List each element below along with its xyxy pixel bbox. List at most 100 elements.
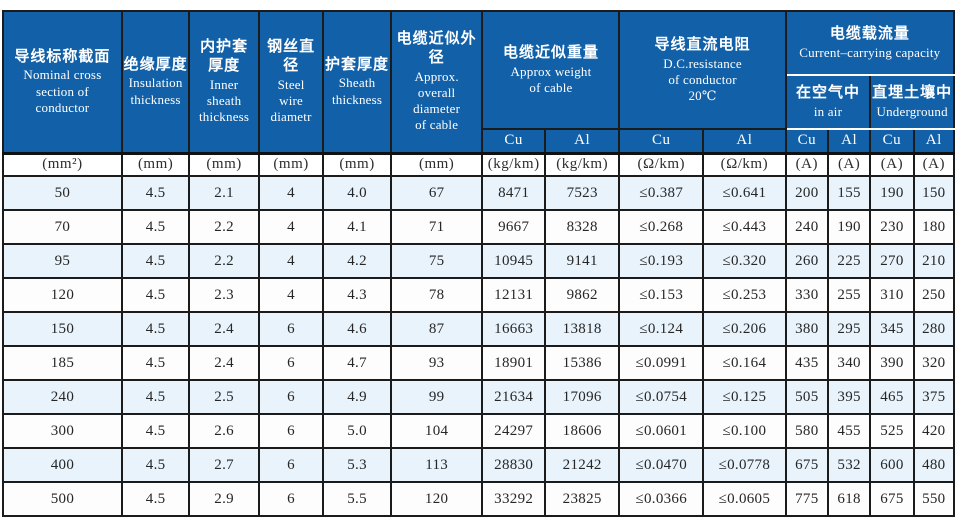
table-row: 70 4.5 2.2 4 4.1 71 9667 8328 ≤0.268 ≤0.443 240 190… <box>2 209 956 245</box>
data-cell: 6 <box>257 413 325 449</box>
data-cell: 71 <box>389 209 484 245</box>
header-en-label: Insulation thickness <box>128 75 183 107</box>
data-cell: 225 <box>826 243 872 279</box>
data-cell: 618 <box>826 481 872 517</box>
data-cell: ≤0.153 <box>618 277 705 313</box>
header-en-label: Approx. overall diameter of cable <box>413 68 461 133</box>
data-cell: 4.5 <box>120 447 191 483</box>
header-nominal-cross-section: 导线标称截面 Nominal cross section of conducto… <box>2 10 123 154</box>
data-cell: 2.7 <box>188 447 260 483</box>
data-cell: 24297 <box>481 413 546 449</box>
header-underground-al: Al <box>912 128 956 154</box>
data-cell: 18606 <box>543 413 621 449</box>
data-cell: 2.5 <box>188 379 260 415</box>
header-sheath-thickness: 护套厚度 Sheath thickness <box>322 10 392 154</box>
header-in-air: 在空气中 in air <box>784 74 872 130</box>
data-cell: 4 <box>257 209 325 245</box>
unit-cell: (mm²) <box>2 151 123 177</box>
header-resistance-al: Al <box>702 128 787 154</box>
data-cell: 375 <box>912 379 956 415</box>
data-cell: 120 <box>2 277 123 313</box>
header-weight-al: Al <box>543 128 621 154</box>
data-cell: 580 <box>784 413 829 449</box>
header-en-label: Steel wire diametr <box>270 76 312 125</box>
data-cell: 600 <box>869 447 915 483</box>
header-air-cu: Cu <box>784 128 829 154</box>
unit-cell: (mm) <box>120 151 191 177</box>
data-cell: ≤0.641 <box>702 175 787 211</box>
data-cell: 675 <box>869 481 915 517</box>
data-cell: 16663 <box>481 311 546 347</box>
data-cell: 5.0 <box>322 413 392 449</box>
data-cell: 6 <box>257 345 325 381</box>
data-cell: 21242 <box>543 447 621 483</box>
data-cell: 230 <box>869 209 915 245</box>
table-body: 50 4.5 2.1 4 4.0 67 8471 7523 ≤0.387 ≤0.641 200 155… <box>2 175 956 517</box>
header-zh-label: 护套厚度 <box>325 56 390 73</box>
table-row: 240 4.5 2.5 6 4.9 99 21634 17096 ≤0.0754 ≤0.125 50… <box>2 379 956 415</box>
header-en-label: in air <box>813 103 843 119</box>
data-cell: 4.9 <box>322 379 392 415</box>
data-cell: 120 <box>389 481 484 517</box>
data-cell: 300 <box>2 413 123 449</box>
header-en-label: D.C.resistance of conductor 20℃ <box>663 55 742 104</box>
data-cell: 87 <box>389 311 484 347</box>
data-cell: 500 <box>2 481 123 517</box>
unit-cell: (Ω/km) <box>702 151 787 177</box>
data-cell: 4.5 <box>120 379 191 415</box>
header-current-carrying-capacity: 电缆载流量 Current–carrying capacity <box>784 10 956 76</box>
data-cell: 190 <box>869 175 915 211</box>
data-cell: 18901 <box>481 345 546 381</box>
data-cell: 4.5 <box>120 209 191 245</box>
unit-cell: (mm) <box>188 151 260 177</box>
data-cell: 340 <box>826 345 872 381</box>
header-zh-label: 在空气中 <box>795 85 860 101</box>
header-en-label: Current–carrying capacity <box>799 44 941 60</box>
data-cell: 67 <box>389 175 484 211</box>
unit-cell: (Ω/km) <box>618 151 705 177</box>
cable-spec-table: 导线标称截面 Nominal cross section of conducto… <box>2 10 956 517</box>
data-cell: 4.5 <box>120 481 191 517</box>
header-zh-label: 导线直流电阻 <box>654 36 751 53</box>
data-cell: 2.4 <box>188 311 260 347</box>
unit-cell: (A) <box>869 151 915 177</box>
header-zh-label: 直埋土壤中 <box>872 85 953 101</box>
data-cell: 10945 <box>481 243 546 279</box>
data-cell: 9862 <box>543 277 621 313</box>
data-cell: 2.2 <box>188 209 260 245</box>
data-cell: 675 <box>784 447 829 483</box>
data-cell: 320 <box>912 345 956 381</box>
header-en-label: Nominal cross section of conductor <box>23 67 102 115</box>
data-cell: 2.9 <box>188 481 260 517</box>
header-zh-label: 电缆近似重量 <box>502 44 599 61</box>
header-weight-cu: Cu <box>481 128 546 154</box>
units-row-group: (mm²) (mm) (mm) (mm) (mm) (mm) (kg/km) (kg/km)(… <box>2 151 956 177</box>
data-cell: 155 <box>826 175 872 211</box>
data-cell: ≤0.0778 <box>702 447 787 483</box>
data-cell: 4 <box>257 175 325 211</box>
header-approx-weight: 电缆近似重量 Approx weight of cable <box>481 10 621 130</box>
data-cell: 200 <box>784 175 829 211</box>
data-cell: 775 <box>784 481 829 517</box>
header-zh-label: 电缆近似外径 <box>396 31 477 66</box>
data-cell: 93 <box>389 345 484 381</box>
table-row: 50 4.5 2.1 4 4.0 67 8471 7523 ≤0.387 ≤0.641 200 155… <box>2 175 956 211</box>
data-cell: 280 <box>912 311 956 347</box>
data-cell: ≤0.268 <box>618 209 705 245</box>
table-row: 300 4.5 2.6 6 5.0 104 24297 18606 ≤0.0601 ≤0.100 5… <box>2 413 956 449</box>
header-en-label: Underground <box>876 103 948 119</box>
data-cell: 210 <box>912 243 956 279</box>
data-cell: 260 <box>784 243 829 279</box>
data-cell: 395 <box>826 379 872 415</box>
header-steel-wire-diameter: 钢丝直径 Steel wire diametr <box>257 10 325 154</box>
data-cell: 550 <box>912 481 956 517</box>
unit-cell: (kg/km) <box>543 151 621 177</box>
data-cell: 532 <box>826 447 872 483</box>
data-cell: 525 <box>869 413 915 449</box>
data-cell: 380 <box>784 311 829 347</box>
header-air-al: Al <box>826 128 872 154</box>
data-cell: 2.2 <box>188 243 260 279</box>
data-cell: 4 <box>257 277 325 313</box>
data-cell: 8328 <box>543 209 621 245</box>
data-cell: 70 <box>2 209 123 245</box>
